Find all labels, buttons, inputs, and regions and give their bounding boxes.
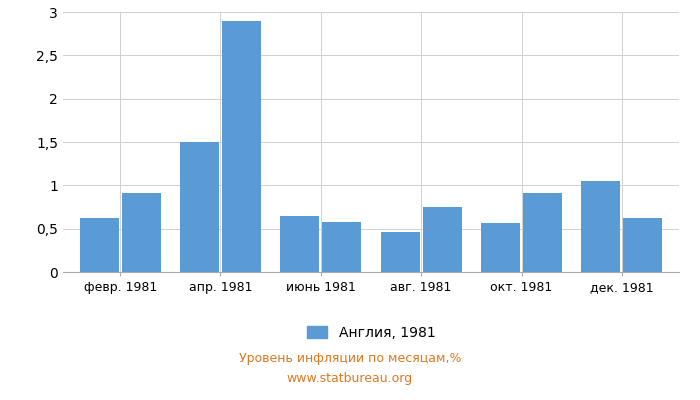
Bar <box>523 193 562 272</box>
Bar <box>80 218 119 272</box>
Bar <box>381 232 420 272</box>
Bar <box>322 222 361 272</box>
Bar <box>222 21 261 272</box>
Bar <box>582 181 620 272</box>
Bar <box>623 218 662 272</box>
Legend: Англия, 1981: Англия, 1981 <box>307 326 435 340</box>
Bar <box>423 207 461 272</box>
Bar <box>481 222 520 272</box>
Bar <box>281 216 319 272</box>
Text: Уровень инфляции по месяцам,%: Уровень инфляции по месяцам,% <box>239 352 461 365</box>
Bar <box>122 193 160 272</box>
Text: www.statbureau.org: www.statbureau.org <box>287 372 413 385</box>
Bar <box>180 142 219 272</box>
